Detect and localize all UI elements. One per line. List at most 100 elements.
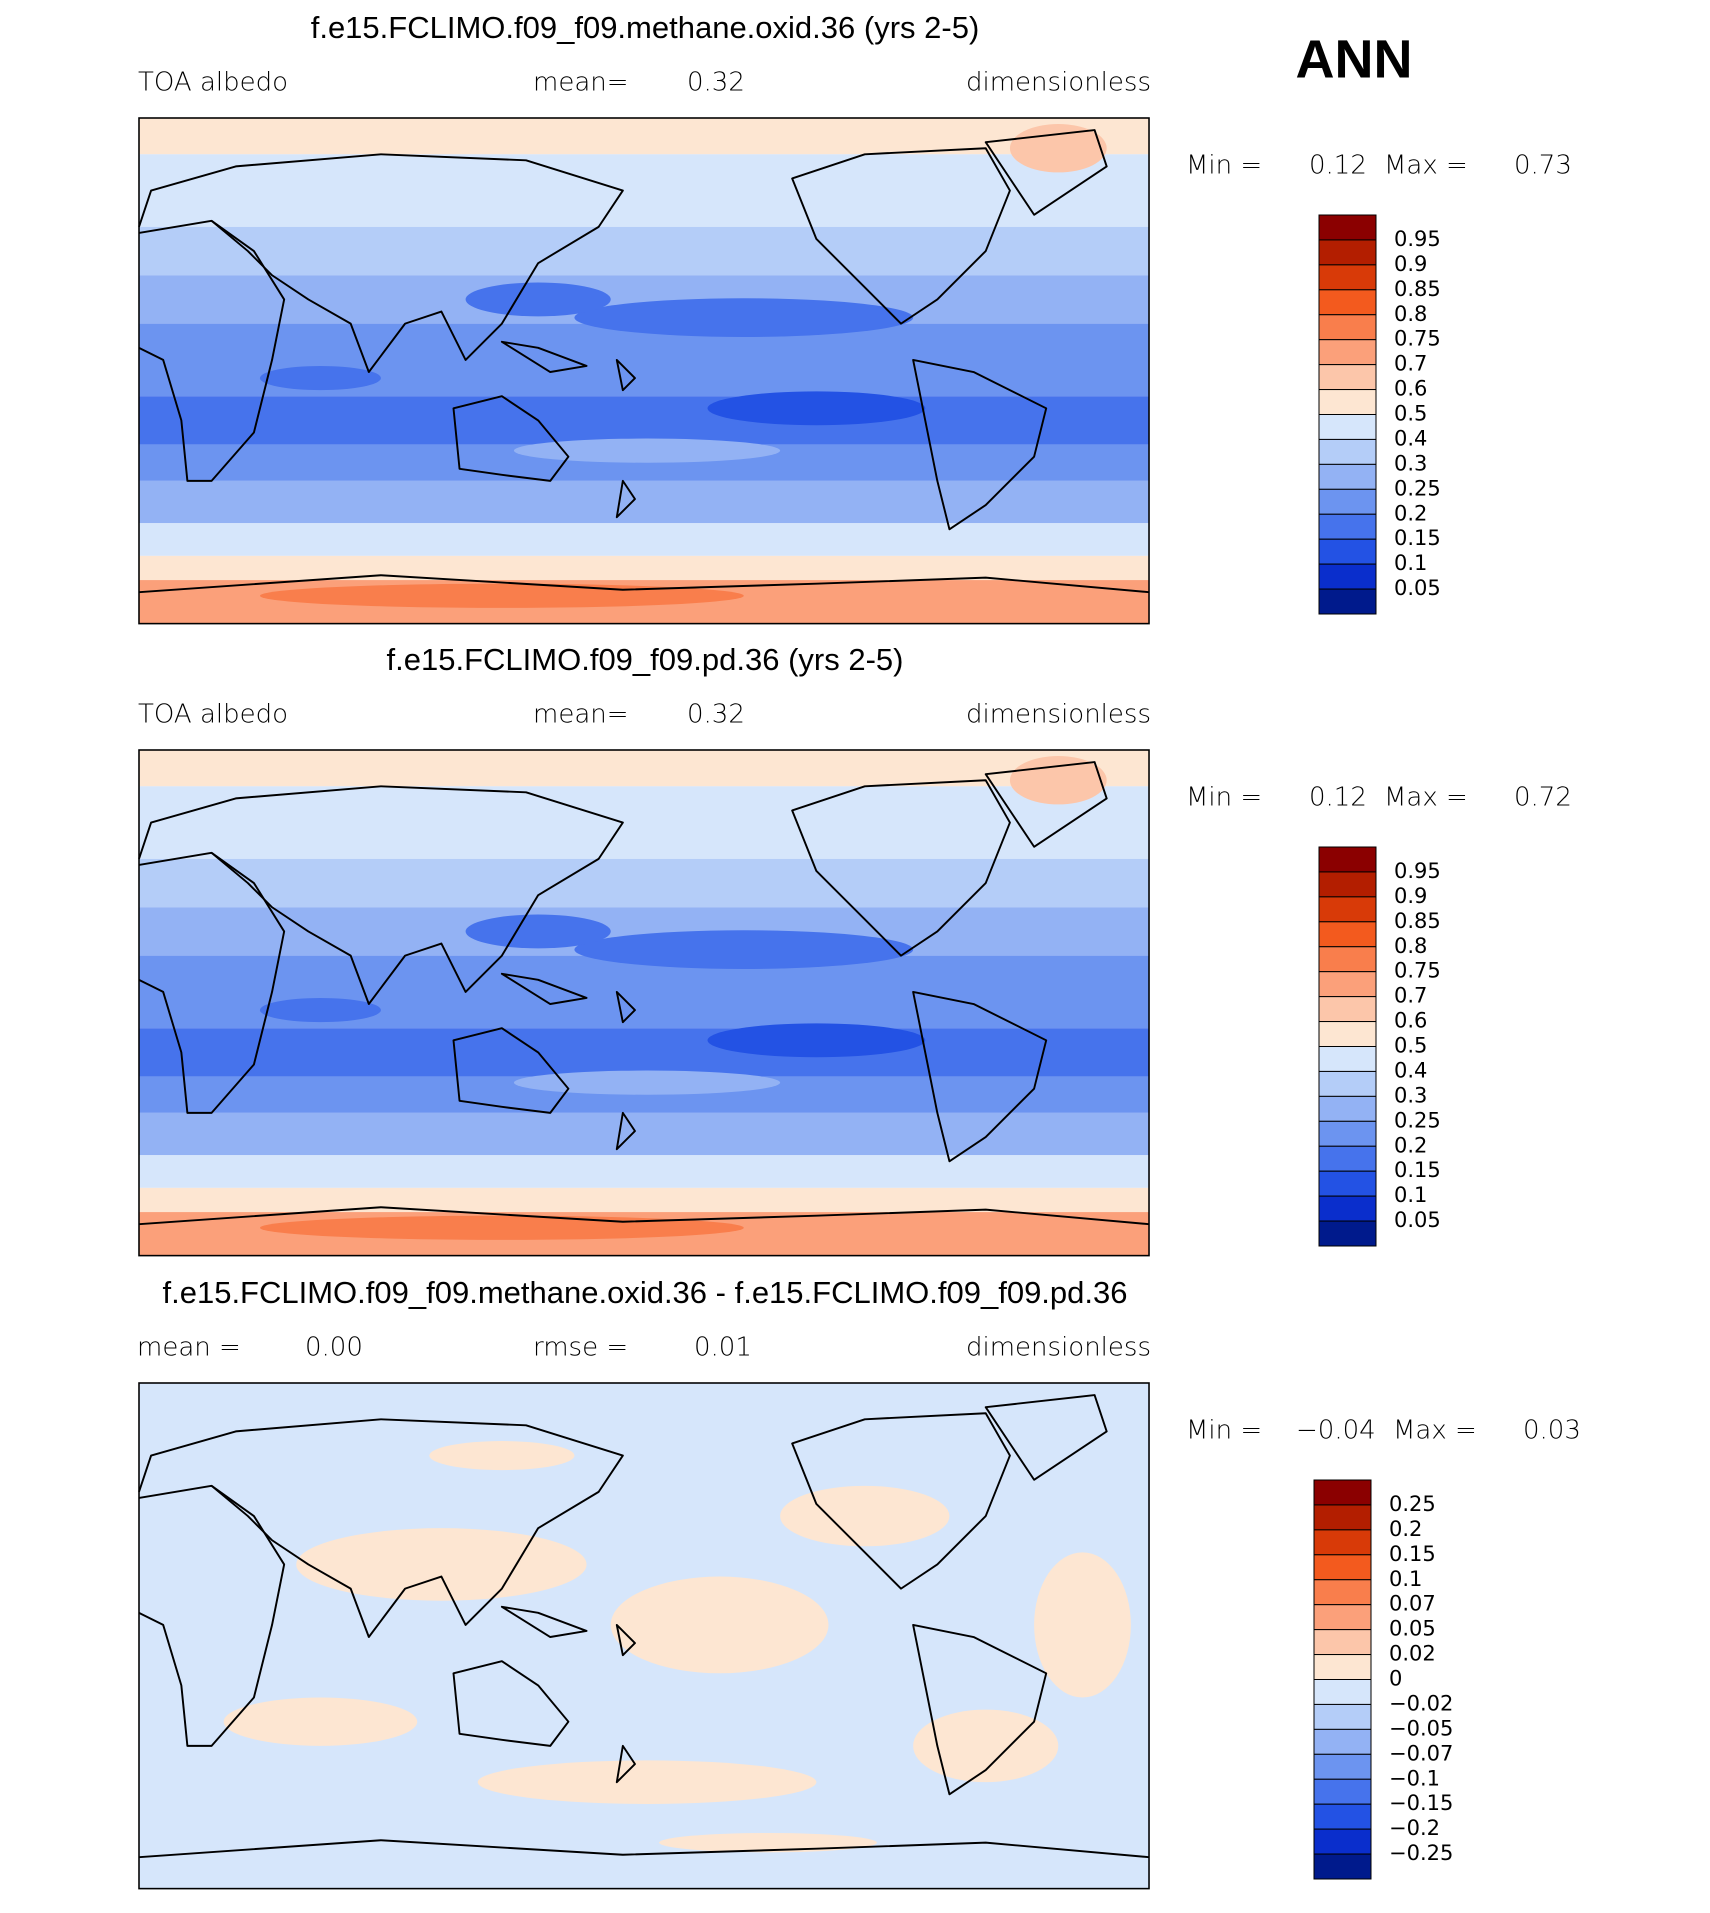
colorbar-label: 0.02 — [1389, 1642, 1436, 1666]
season-label: ANN — [1296, 29, 1413, 89]
colorbar-label: 0.9 — [1394, 884, 1427, 908]
colorbar-label: −0.07 — [1389, 1741, 1453, 1765]
colorbar-label: 0 — [1389, 1667, 1402, 1691]
contour-patch — [610, 1576, 829, 1674]
min-label: Min = — [1186, 783, 1262, 813]
colorbar-label: 0.15 — [1394, 526, 1441, 550]
contour-band — [139, 555, 1150, 581]
colorbar-box — [1318, 846, 1377, 873]
colorbar-box — [1318, 971, 1377, 998]
colorbar-box — [1318, 588, 1377, 615]
colorbar-label: 0.25 — [1394, 1108, 1441, 1132]
stat-value: 0.00 — [305, 1333, 363, 1363]
colorbar-box — [1318, 463, 1377, 490]
min-value: 0.12 — [1309, 151, 1367, 181]
colorbar-label: −0.25 — [1389, 1841, 1453, 1865]
colorbar-label: 0.2 — [1394, 1133, 1427, 1157]
stat-label: rmse = — [533, 1333, 628, 1363]
field-name: TOA albedo — [138, 700, 288, 730]
colorbar-box — [1318, 896, 1377, 923]
colorbar-box — [1318, 1170, 1377, 1197]
colorbar-label: 0.1 — [1394, 551, 1427, 575]
colorbar-box — [1318, 1145, 1377, 1172]
contour-patch — [465, 282, 611, 317]
colorbar-box — [1313, 1554, 1372, 1581]
colorbar-box — [1318, 1070, 1377, 1097]
map — [138, 117, 1150, 625]
colorbar-label: 0.1 — [1389, 1567, 1422, 1591]
contour-patch — [574, 930, 914, 969]
map — [138, 749, 1150, 1257]
colorbar-label: −0.15 — [1389, 1791, 1453, 1815]
colorbar-box — [1318, 1195, 1377, 1222]
colorbar-label: −0.1 — [1389, 1766, 1440, 1790]
colorbar-label: 0.5 — [1394, 402, 1427, 426]
contour-band — [139, 226, 1150, 276]
max-label: Max = — [1384, 783, 1468, 813]
colorbar-label: −0.05 — [1389, 1716, 1453, 1740]
colorbar-label: 0.95 — [1394, 859, 1441, 883]
colorbar-box — [1313, 1604, 1372, 1631]
colorbar-box — [1318, 946, 1377, 973]
colorbar-box — [1318, 1120, 1377, 1147]
contour-patch — [259, 997, 381, 1023]
contour-band — [139, 1187, 1150, 1213]
contour-band — [139, 1112, 1150, 1156]
map — [138, 1382, 1150, 1890]
colorbar-label: 0.7 — [1394, 352, 1427, 376]
colorbar-label: 0.85 — [1394, 909, 1441, 933]
colorbar-label: 0.05 — [1389, 1617, 1436, 1641]
contour-patch — [707, 391, 926, 426]
colorbar-box — [1313, 1778, 1372, 1805]
contour-patch — [465, 914, 611, 949]
colorbar-box — [1318, 339, 1377, 366]
stat-value: 0.32 — [687, 68, 745, 98]
contour-patch — [429, 1441, 575, 1471]
colorbar-box — [1313, 1654, 1372, 1680]
contour-band — [139, 858, 1150, 908]
colorbar-label: 0.3 — [1394, 451, 1427, 475]
colorbar-label: 0.85 — [1394, 277, 1441, 301]
contour-patch — [1034, 1552, 1131, 1698]
colorbar-box — [1313, 1853, 1372, 1880]
panel: f.e15.FCLIMO.f09_f09.methane.oxid.36 (yr… — [138, 10, 1572, 625]
contour-band — [139, 1028, 1150, 1077]
min-value: 0.12 — [1309, 783, 1367, 813]
panel-title: f.e15.FCLIMO.f09_f09.methane.oxid.36 - f… — [163, 1275, 1128, 1310]
contour-band — [139, 118, 1150, 155]
contour-patch — [223, 1697, 418, 1746]
colorbar-label: 0.25 — [1389, 1492, 1436, 1516]
contour-patch — [659, 1832, 877, 1853]
stat-value: 0.32 — [687, 700, 745, 730]
max-label: Max = — [1384, 151, 1468, 181]
colorbar-label: 0.6 — [1394, 377, 1427, 401]
colorbar-box — [1318, 538, 1377, 565]
colorbar-box — [1318, 996, 1377, 1023]
colorbar-label: 0.05 — [1394, 576, 1441, 600]
colorbar-label: 0.3 — [1394, 1083, 1427, 1107]
max-value: 0.72 — [1514, 783, 1572, 813]
colorbar-box — [1318, 264, 1377, 291]
units: dimensionless — [966, 68, 1151, 98]
map-frame — [138, 749, 1150, 1257]
colorbar-label: 0.8 — [1394, 934, 1427, 958]
contour-patch — [259, 365, 381, 391]
colorbar-box — [1318, 289, 1377, 316]
colorbar-box — [1313, 1703, 1372, 1730]
colorbar-box — [1318, 1095, 1377, 1122]
colorbar-label: 0.75 — [1394, 959, 1441, 983]
colorbar-box — [1313, 1679, 1372, 1705]
contour-patch — [707, 1023, 926, 1058]
colorbar-box — [1318, 1046, 1377, 1072]
colorbar-label: −0.02 — [1389, 1691, 1453, 1715]
contour-patch — [513, 1070, 781, 1095]
contour-band — [139, 480, 1150, 524]
colorbar-box — [1313, 1479, 1372, 1506]
colorbar-label: 0.2 — [1389, 1517, 1422, 1541]
colorbar-box — [1318, 364, 1377, 391]
colorbar-box — [1313, 1728, 1372, 1755]
colorbar-label: 0.5 — [1394, 1034, 1427, 1058]
field-name: TOA albedo — [138, 68, 288, 98]
colorbar-box — [1318, 513, 1377, 540]
contour-band — [139, 786, 1150, 859]
